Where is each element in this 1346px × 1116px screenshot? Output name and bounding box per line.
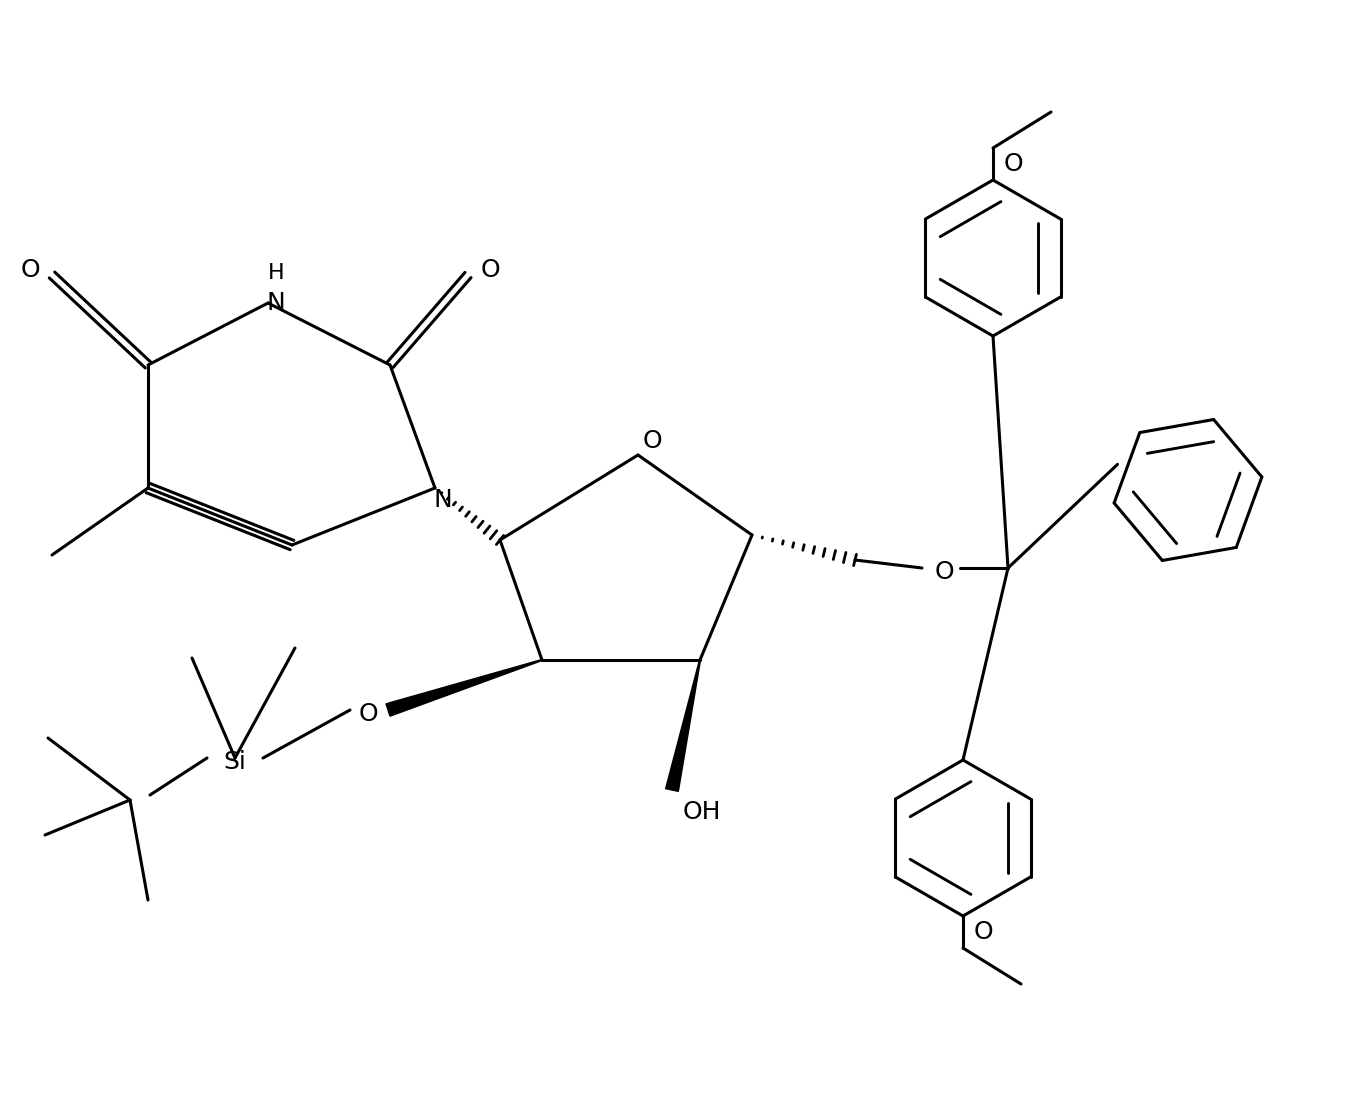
Text: O: O (642, 429, 662, 453)
Text: H: H (268, 263, 284, 283)
Text: Si: Si (223, 750, 246, 775)
Text: O: O (358, 702, 378, 727)
Text: O: O (1003, 152, 1023, 176)
Text: O: O (20, 258, 40, 282)
Text: O: O (481, 258, 499, 282)
Text: N: N (433, 488, 452, 512)
Text: N: N (267, 291, 285, 315)
Polygon shape (666, 660, 700, 791)
Text: O: O (934, 560, 954, 584)
Text: OH: OH (682, 800, 721, 824)
Text: O: O (973, 920, 993, 944)
Polygon shape (386, 660, 542, 716)
